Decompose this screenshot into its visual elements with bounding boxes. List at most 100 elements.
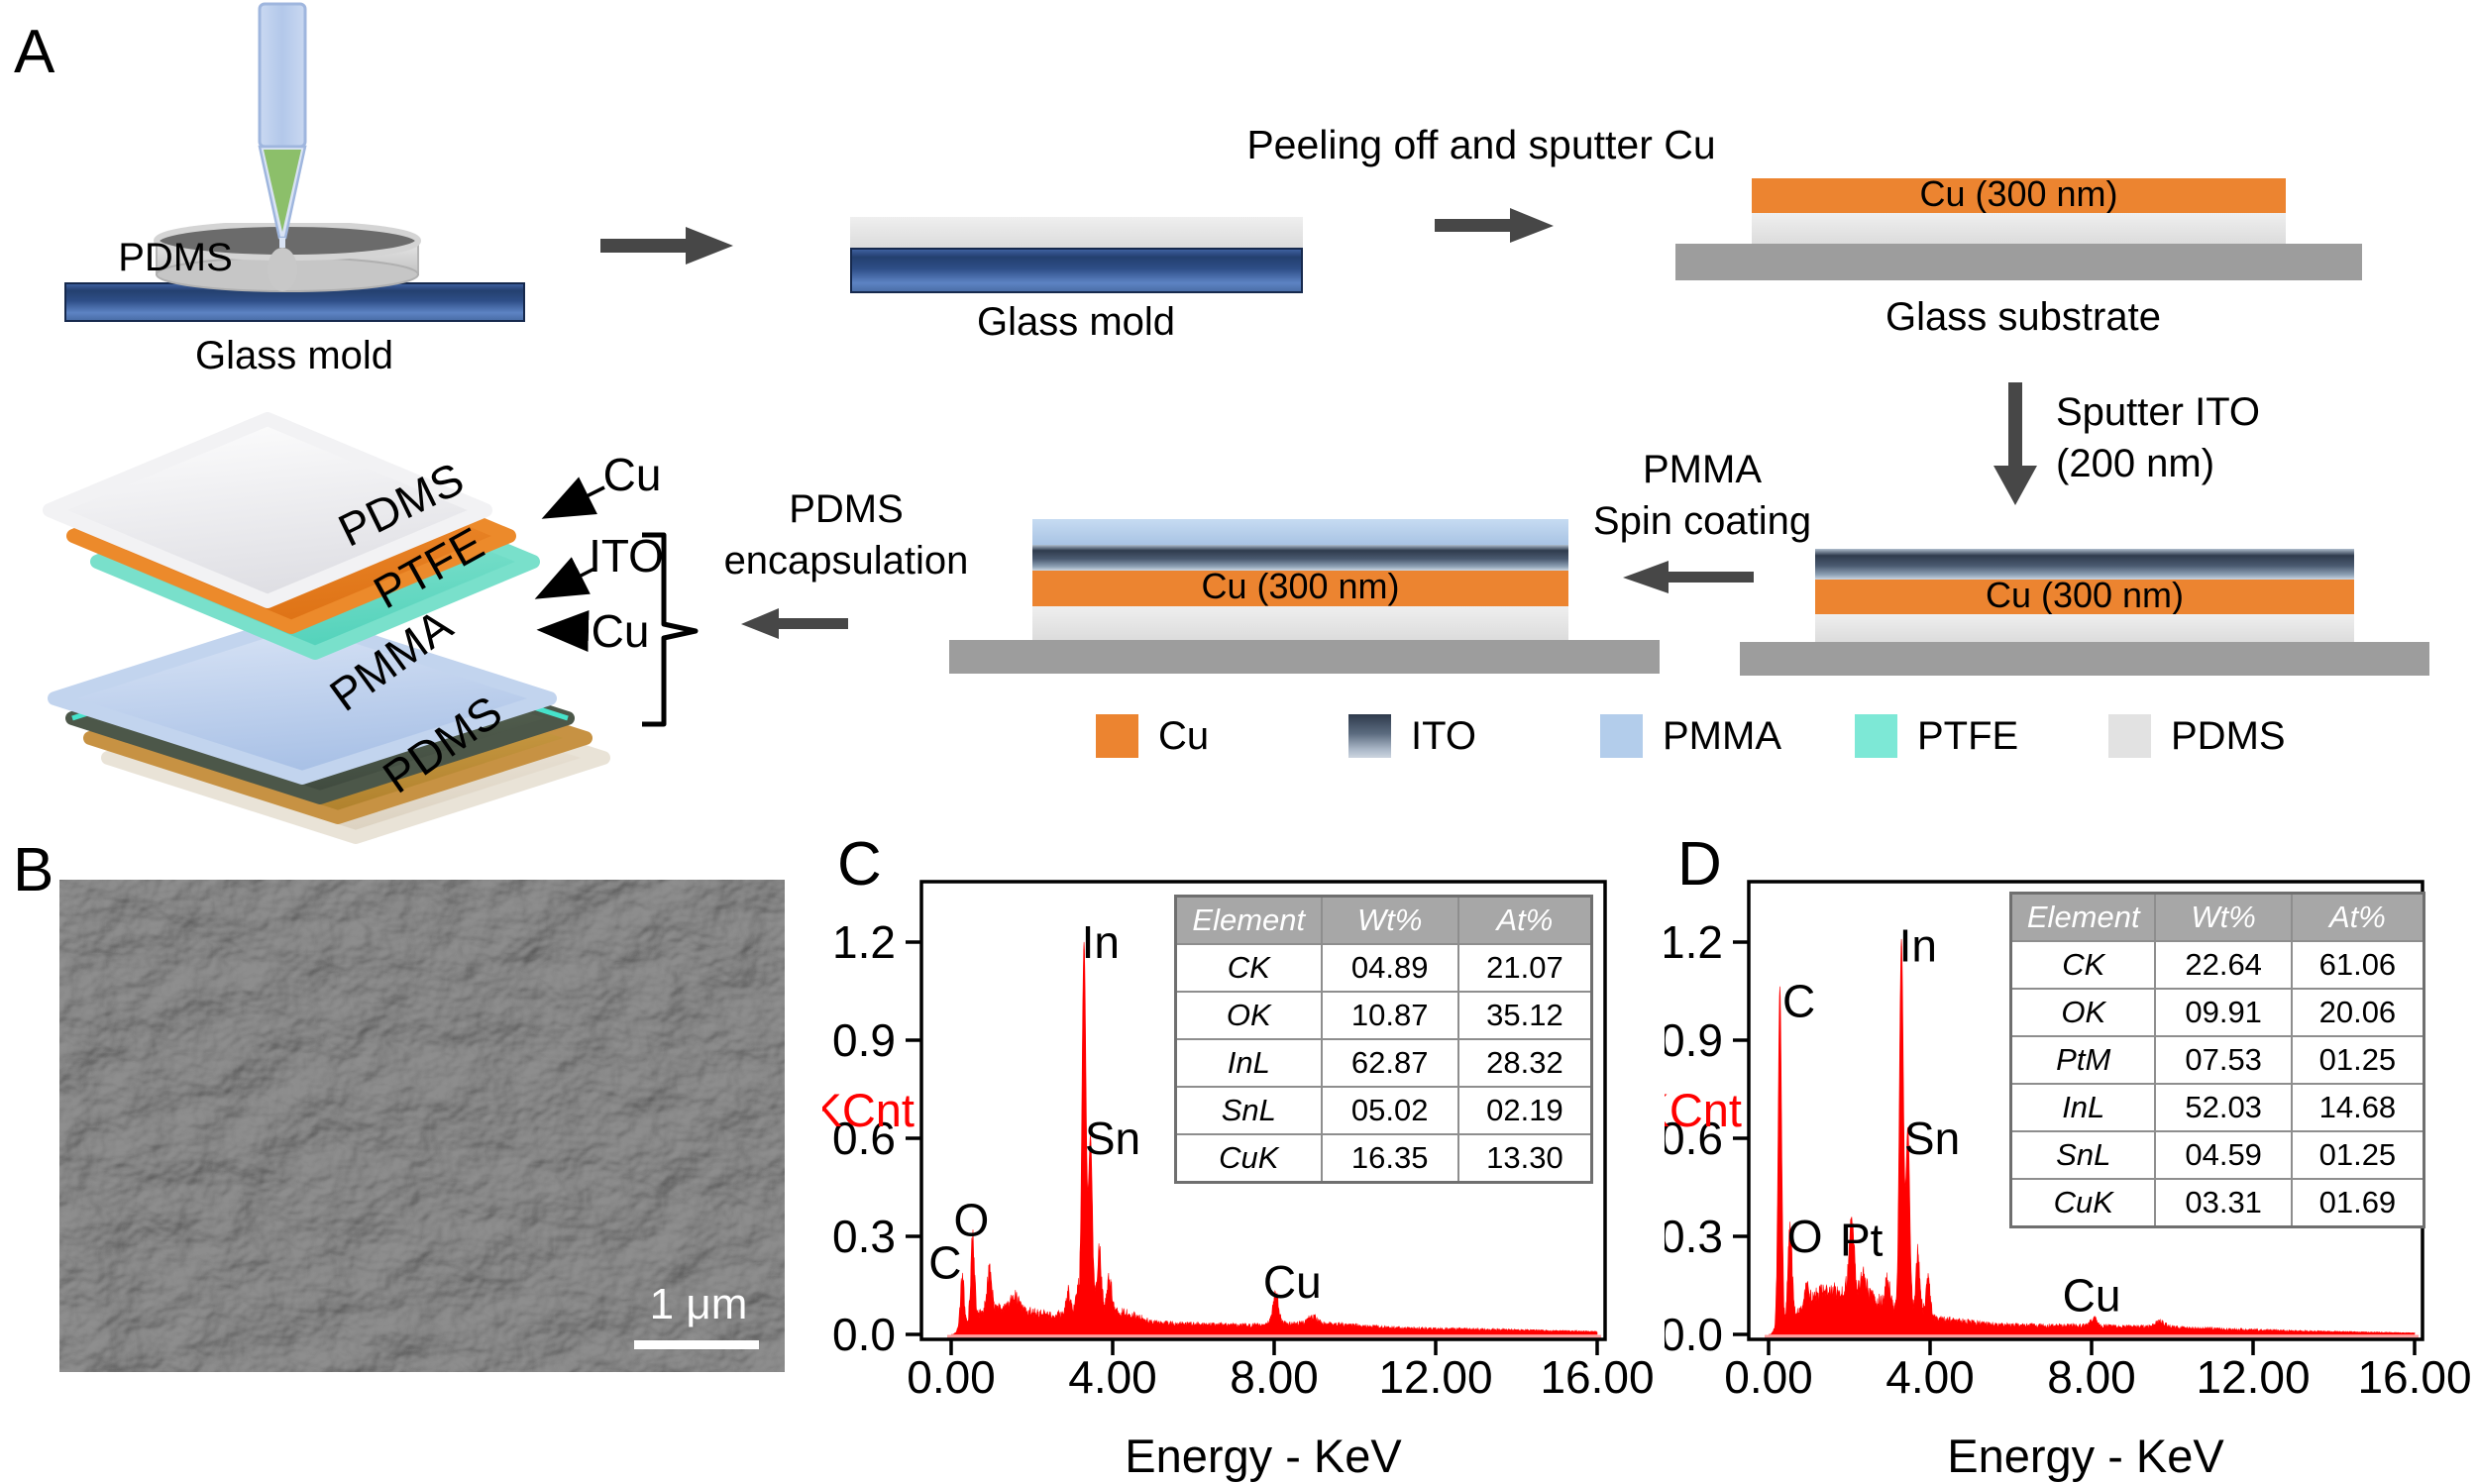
peak-label-sn: Sn (1085, 1113, 1140, 1164)
legend-swatch-pmma (1600, 714, 1643, 758)
eds-spectrum-chart-c: 0.0 0.3 0.6 0.9 1.2 0.00 4.00 8.00 12.00 16.00 Ene… (822, 880, 1655, 1482)
cu-bottom-pointer-arrow (536, 610, 590, 652)
value-cell: 13.30 (1456, 1133, 1593, 1184)
stack2-ito-layer (1815, 549, 2354, 580)
y-tick-label: 0.3 (1665, 1211, 1723, 1262)
stack3-pmma-layer (1032, 519, 1568, 545)
cu-top-pointer-arrow (541, 477, 605, 519)
x-tick-label: 12.00 (1378, 1351, 1492, 1403)
element-cell: PtM (2009, 1035, 2157, 1085)
table-header-element: Element (2009, 892, 2157, 942)
eds-spectrum-trace-d (1769, 938, 2416, 1335)
sem-scale-bar (634, 1340, 759, 1349)
table-row: CuK 03.31 01.69 (2009, 1178, 2425, 1228)
step4-line2: encapsulation (723, 539, 969, 583)
stack2-cu-label: Cu (300 nm) (1985, 575, 2185, 615)
stack3-cu-label: Cu (300 nm) (1201, 566, 1400, 606)
legend-item-ptfe: PTFE (1855, 709, 2083, 769)
encapsulation-bracket (642, 532, 699, 727)
value-cell: 09.91 (2154, 988, 2293, 1037)
legend-swatch-ptfe (1855, 714, 1897, 758)
x-tick-label: 16.00 (1540, 1351, 1654, 1403)
legend-label-ptfe: PTFE (1917, 714, 2019, 758)
stack2-pdms-layer (1815, 614, 2354, 642)
legend-item-pdms: PDMS (2108, 709, 2336, 769)
legend-item-pmma: PMMA (1600, 709, 1828, 769)
table-row: OK 09.91 20.06 (2009, 988, 2425, 1037)
step3-line2: Spin coating (1592, 499, 1812, 543)
element-cell: CuK (1174, 1133, 1323, 1184)
peak-label-cu: Cu (2063, 1269, 2121, 1321)
eds-spectrum-trace-c (951, 941, 1598, 1335)
y-tick-label: 0.6 (1665, 1113, 1723, 1164)
peak-label-o: O (953, 1195, 989, 1246)
step4-title: PDMS encapsulation (698, 483, 995, 586)
peeled-pdms-layer (850, 217, 1303, 248)
step3-line1: PMMA (1643, 448, 1762, 491)
peak-label-in: In (1082, 916, 1120, 968)
panel-b-label: B (13, 836, 54, 904)
table-row: CK 04.89 21.07 (1174, 943, 1593, 993)
y-tick-label: 1.2 (1665, 916, 1723, 968)
value-cell: 22.64 (2154, 940, 2293, 990)
process-arrow-right-2 (1435, 208, 1554, 243)
pdms-drop-icon (268, 248, 297, 291)
y-axis-title: KCnt (822, 1084, 915, 1136)
element-table-c: Element Wt% At% CK 04.89 21.07 OK 10.87 35.12 InL… (1174, 895, 1593, 1184)
x-tick-label: 16.00 (2357, 1351, 2471, 1403)
legend-swatch-cu (1096, 714, 1138, 758)
value-cell: 03.31 (2154, 1178, 2293, 1228)
stack1-glass-substrate (1675, 244, 2362, 280)
sem-image (59, 880, 785, 1372)
step2-line1: Sputter ITO (2056, 390, 2261, 434)
legend-item-cu: Cu (1096, 709, 1324, 769)
pipette-icon (258, 2, 307, 291)
panel-c-label: C (837, 830, 882, 899)
y-tick-label: 0.9 (1665, 1014, 1723, 1066)
element-cell: OK (2009, 988, 2157, 1037)
element-table-d: Element Wt% At% CK 22.64 61.06 OK 09.91 20.06 PtM… (2009, 892, 2425, 1228)
panel-a-label: A (14, 18, 55, 86)
table-row: SnL 04.59 01.25 (2009, 1130, 2425, 1180)
y-tick-label: 0.9 (832, 1014, 896, 1066)
process-arrow-down (1993, 382, 2037, 505)
value-cell: 05.02 (1320, 1086, 1459, 1135)
legend-item-ito: ITO (1348, 709, 1576, 769)
peak-label-pt: Pt (1840, 1214, 1884, 1265)
element-cell: SnL (2009, 1130, 2157, 1180)
x-axis-title: Energy - KeV (1947, 1430, 2224, 1482)
value-cell: 10.87 (1320, 991, 1459, 1040)
value-cell: 16.35 (1320, 1133, 1459, 1184)
table-row: InL 62.87 28.32 (1174, 1038, 1593, 1088)
value-cell: 01.69 (2290, 1178, 2425, 1228)
table-header-row: Element Wt% At% (1174, 895, 1593, 945)
step3-title: PMMA Spin coating (1554, 444, 1851, 547)
value-cell: 04.59 (2154, 1130, 2293, 1180)
x-tick-label: 4.00 (1068, 1351, 1157, 1403)
exploded-device-view: PDMS Cu PTFE ITO Cu PMMA PDMS (43, 412, 699, 844)
element-cell: SnL (1174, 1086, 1323, 1135)
x-tick-label: 12.00 (2196, 1351, 2310, 1403)
legend-label-cu: Cu (1158, 714, 1210, 758)
table-header-row: Element Wt% At% (2009, 892, 2425, 942)
peak-label-o: O (1787, 1211, 1823, 1262)
table-row: InL 52.03 14.68 (2009, 1083, 2425, 1132)
x-tick-label: 4.00 (1885, 1351, 1975, 1403)
legend-label-pmma: PMMA (1663, 714, 1781, 758)
value-cell: 07.53 (2154, 1035, 2293, 1085)
stack3-pdms-layer (1032, 606, 1568, 640)
element-cell: CK (2009, 940, 2157, 990)
element-cell: CuK (2009, 1178, 2157, 1228)
x-axis-title: Energy - KeV (1125, 1430, 1402, 1482)
peak-label-sn: Sn (1904, 1113, 1960, 1164)
value-cell: 61.06 (2290, 940, 2425, 990)
value-cell: 01.25 (2290, 1130, 2425, 1180)
pdms-droplet-label: PDMS (118, 236, 233, 279)
glass-mold-slab-2 (850, 248, 1303, 293)
element-cell: InL (1174, 1038, 1323, 1088)
legend-label-pdms: PDMS (2171, 714, 2286, 758)
eds-table-c: Element Wt% At% CK 04.89 21.07 OK 10.87 35.12 InL… (1174, 895, 1593, 1184)
peak-label-in: In (1899, 919, 1937, 971)
panel-d-label: D (1677, 830, 1722, 899)
